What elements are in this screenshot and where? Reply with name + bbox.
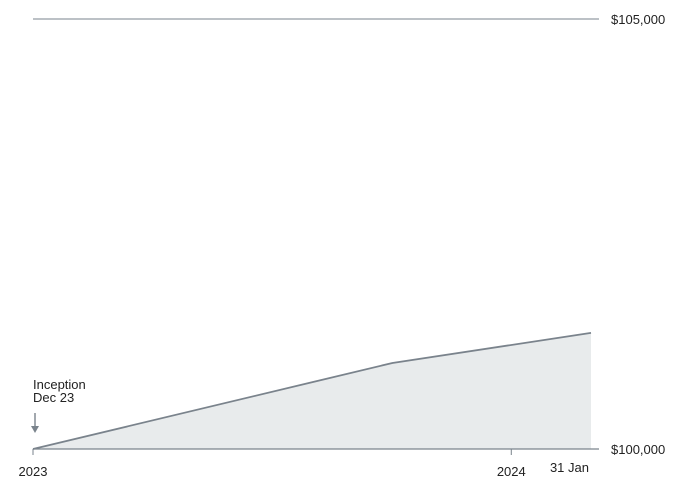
x-tick-label: 2024 [497, 464, 526, 479]
annotation-line1: Inception [33, 377, 86, 392]
y-axis-ticks: $100,000 $105,000 [611, 12, 665, 457]
area-fill [33, 332, 591, 449]
x-axis-ticks: 2023 2024 31 Jan [19, 449, 589, 479]
annotation-line2: Dec 23 [33, 390, 74, 405]
annotation-arrow-head [31, 426, 39, 433]
inception-annotation: Inception Dec 23 [31, 377, 86, 433]
x-tick-label: 2023 [19, 464, 48, 479]
x-tick-label: 31 Jan [550, 460, 589, 475]
y-tick-label: $100,000 [611, 442, 665, 457]
series-line [32, 332, 592, 450]
y-tick-label: $105,000 [611, 12, 665, 27]
